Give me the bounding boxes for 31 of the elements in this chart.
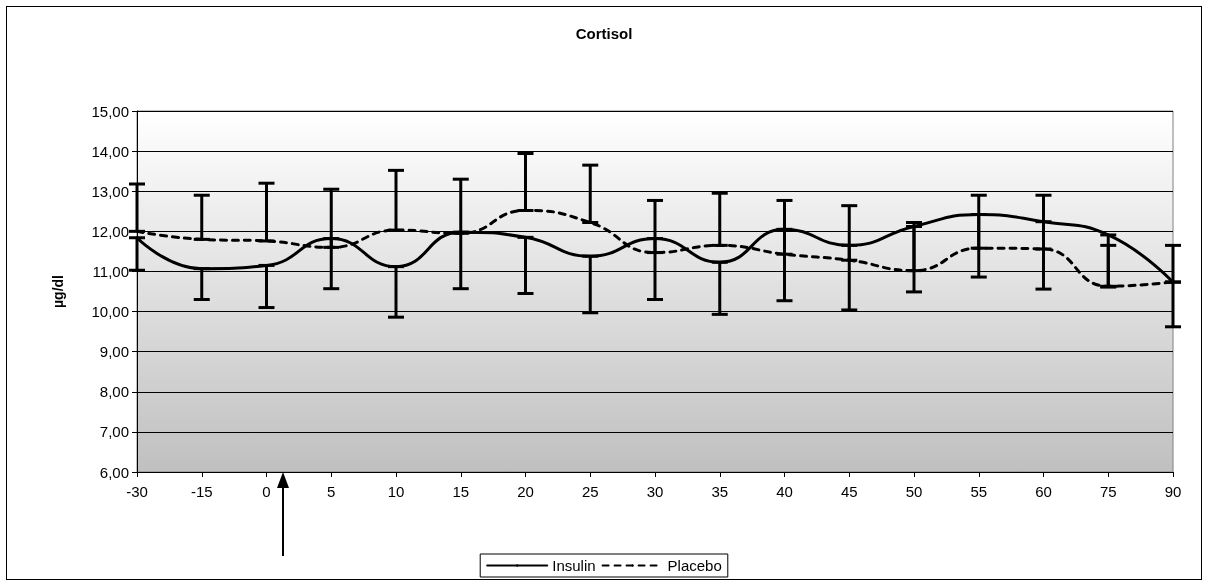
x-tick-label: 75 [1099, 483, 1117, 500]
x-tick-label: 25 [581, 483, 599, 500]
y-tick-label: 10,00 [91, 303, 129, 321]
y-tick-label: 15,00 [91, 102, 129, 120]
x-tick-label: 35 [711, 483, 729, 500]
x-tick-label: 10 [387, 483, 405, 500]
x-tick-label: 30 [646, 483, 664, 500]
x-tick-label: 5 [327, 483, 336, 500]
y-tick-label: 14,00 [91, 142, 129, 160]
x-tick-label: 50 [905, 483, 923, 500]
legend-label: Placebo [667, 557, 722, 574]
x-tick-label: 15 [452, 483, 470, 500]
x-tick-label: 55 [970, 483, 988, 500]
legend-label: Insulin [552, 557, 596, 574]
x-tick-label: 45 [840, 483, 858, 500]
y-tick-label: 9,00 [99, 343, 129, 361]
x-tick-label: 0 [262, 483, 271, 500]
x-tick-label: 40 [776, 483, 793, 500]
y-tick-label: 6,00 [99, 463, 129, 481]
x-tick-label: 90 [1164, 483, 1182, 500]
y-axis-title: µg/dl [50, 275, 66, 308]
x-tick-label: -30 [126, 483, 148, 500]
x-tick-label: 20 [517, 483, 534, 500]
y-tick-label: 7,00 [99, 423, 129, 441]
y-tick-label: 8,00 [99, 383, 129, 401]
x-tick-label: 60 [1035, 483, 1052, 500]
y-tick-label: 13,00 [91, 182, 129, 200]
chart-title: Cortisol [575, 25, 633, 42]
y-tick-label: 11,00 [92, 262, 129, 280]
x-tick-label: -15 [190, 483, 213, 500]
y-tick-label: 12,00 [91, 222, 129, 240]
